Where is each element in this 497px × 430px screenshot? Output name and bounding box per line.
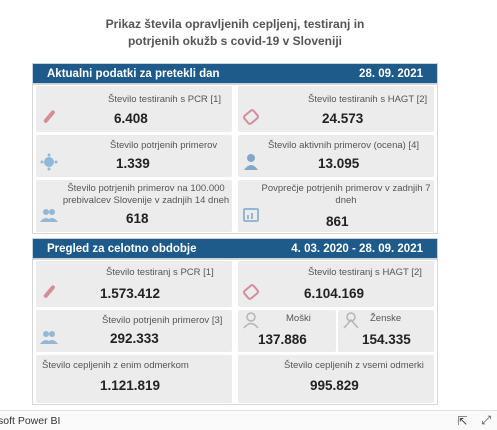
female-icon [343,312,359,329]
current-avg7-label-1: Povprečje potrjenih primerov v zadnjih 7 [261,183,431,194]
overall-vacc1-value: 1.121.819 [100,378,161,393]
current-per100k-label-2: prebivalcev Slovenije v zadnjih 14 dneh [62,195,230,206]
current-hagt-label: Število testiranih s HAGT [2] [308,94,428,105]
current-header-label: Aktualni podatki za pretekli dan [47,67,220,80]
overall-pcr-value: 1.573.412 [100,286,161,301]
calendar-chart-icon [243,208,259,222]
report-title: Prikaz števila opravljenih cepljenj, tes… [70,16,400,50]
overall-female-label: Ženske [370,313,402,324]
swab-test-icon [243,109,259,125]
overall-header-label: Pregled za celotno obdobje [47,242,197,255]
virus-icon [40,153,58,171]
people-group-icon [40,209,58,222]
current-per100k-label-1: Število potrjenih primerov na 100.000 [67,183,225,194]
current-confirmed-card[interactable]: Število potrjenih primerov 1.339 [36,135,232,177]
current-per100k-value: 618 [126,211,149,226]
fullscreen-icon[interactable]: ⤢ [481,413,491,427]
overall-male-card[interactable]: Moški 137.886 [238,310,336,352]
overall-header-date: 4. 03. 2020 - 28. 09. 2021 [291,242,423,255]
male-icon [243,312,259,329]
overall-pcr-card[interactable]: Število testiranj s PCR [1] 1.573.412 [36,261,232,307]
title-line-2: potrjenih okužb s covid-19 v Sloveniji [127,34,343,48]
overall-vaccall-value: 995.829 [310,378,359,393]
overall-vaccall-label: Število cepljenih z vsemi odmerki [284,360,424,371]
share-icon[interactable]: ⇱ [457,413,468,428]
overall-male-label: Moški [286,313,311,324]
current-pcr-card[interactable]: Število testiranih s PCR [1] 6.408 [36,86,232,132]
current-per100k-label: Število potrjenih primerov na 100.000 pr… [62,183,230,207]
test-tube-icon [43,110,55,123]
overall-hagt-card[interactable]: Število testiranj s HAGT [2] 6.104.169 [238,261,434,307]
test-tube-icon [43,285,55,298]
overall-female-value: 154.335 [362,332,411,347]
current-confirmed-value: 1.339 [116,156,150,171]
current-section-header: Aktualni podatki za pretekli dan 28. 09.… [32,63,438,84]
overall-confirmed-card[interactable]: Število potrjenih primerov [3] 292.333 [36,310,232,352]
current-per100k-card[interactable]: Število potrjenih primerov na 100.000 pr… [36,180,232,232]
overall-pcr-label: Število testiranj s PCR [1] [106,267,214,278]
overall-confirmed-value: 292.333 [110,331,159,346]
current-pcr-value: 6.408 [114,111,148,126]
powerbi-brand-link[interactable]: soft Power BI [0,414,61,427]
overall-section-header: Pregled za celotno obdobje 4. 03. 2020 -… [32,238,438,259]
overall-male-value: 137.886 [258,332,307,347]
overall-hagt-value: 6.104.169 [304,286,365,301]
current-header-date: 28. 09. 2021 [359,67,423,80]
current-pcr-label: Število testiranih s PCR [1] [108,94,221,105]
overall-vacc1-label: Število cepljenih z enim odmerkom [42,360,189,371]
powerbi-footer: soft Power BI ⇱ ⤢ [0,410,497,430]
current-hagt-value: 24.573 [322,111,364,126]
current-active-card[interactable]: Število aktivnih primerov (ocena) [4] 13… [238,135,434,177]
title-line-1: Prikaz števila opravljenih cepljenj, tes… [105,17,365,31]
current-avg7-label-2: dneh [335,195,357,206]
current-hagt-card[interactable]: Število testiranih s HAGT [2] 24.573 [238,86,434,132]
current-avg7-label: Povprečje potrjenih primerov v zadnjih 7… [260,183,432,207]
current-active-value: 13.095 [318,156,360,171]
overall-vaccall-card[interactable]: Število cepljenih z vsemi odmerki 995.82… [238,355,434,403]
current-avg7-value: 861 [326,214,349,229]
current-active-label: Število aktivnih primerov (ocena) [4] [268,140,420,151]
swab-test-icon [243,284,259,300]
overall-hagt-label: Število testiranj s HAGT [2] [308,267,422,278]
people-group-icon [40,331,58,344]
person-icon [244,154,258,170]
current-avg7-card[interactable]: Povprečje potrjenih primerov v zadnjih 7… [238,180,434,232]
overall-female-card[interactable]: Ženske 154.335 [338,310,434,352]
current-confirmed-label: Število potrjenih primerov [110,140,218,151]
overall-vacc1-card[interactable]: Število cepljenih z enim odmerkom 1.121.… [36,355,232,403]
overall-confirmed-label: Število potrjenih primerov [3] [102,315,223,326]
